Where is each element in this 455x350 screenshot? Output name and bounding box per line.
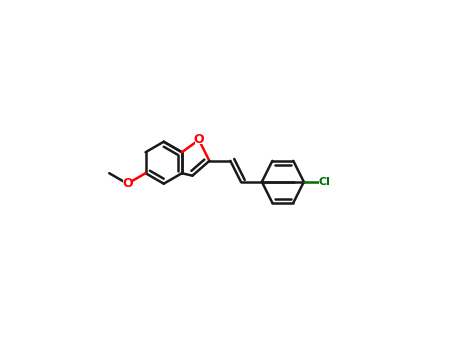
Text: O: O [122, 177, 133, 190]
Text: Cl: Cl [319, 177, 331, 187]
FancyBboxPatch shape [195, 136, 203, 144]
Text: O: O [193, 133, 204, 146]
FancyBboxPatch shape [123, 180, 131, 188]
FancyBboxPatch shape [319, 178, 331, 186]
